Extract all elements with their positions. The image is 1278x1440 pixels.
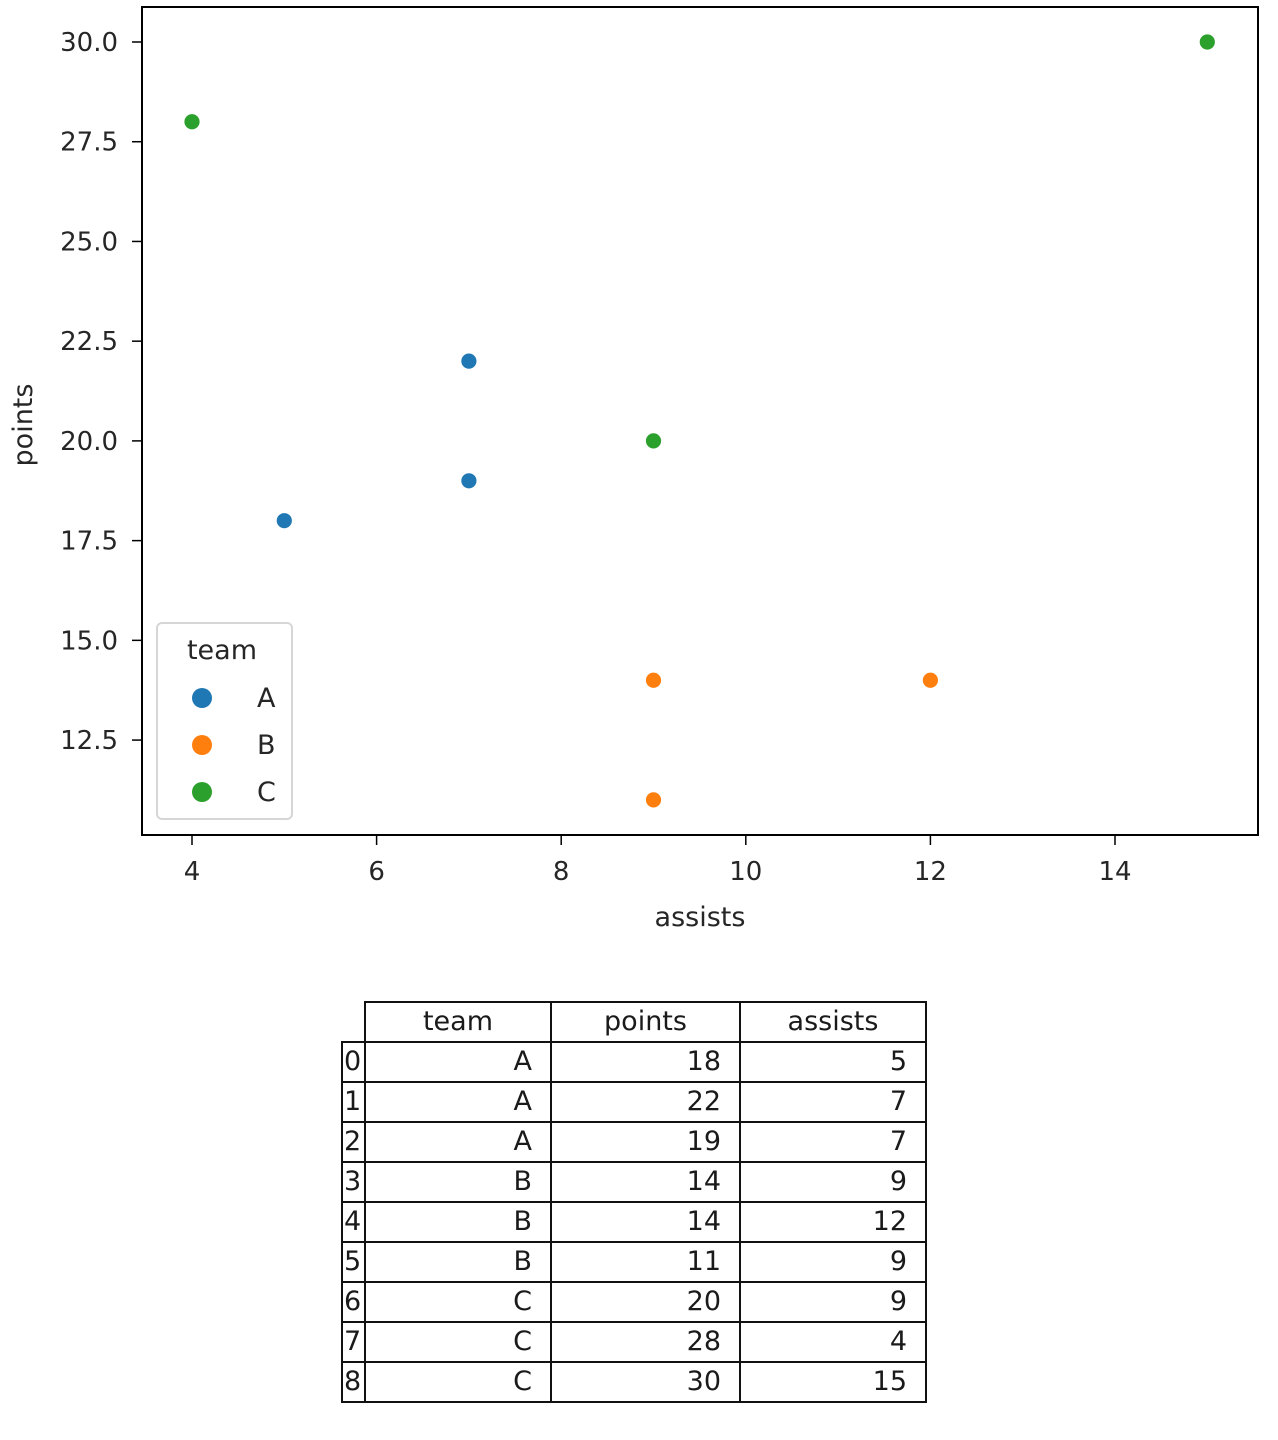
cell-assists: 7 bbox=[739, 1081, 927, 1123]
table-row: 5 B 11 9 bbox=[341, 1241, 927, 1283]
cell-points: 28 bbox=[550, 1321, 741, 1363]
cell-points: 22 bbox=[550, 1081, 741, 1123]
cell-team: A bbox=[364, 1121, 552, 1163]
legend-marker-icon bbox=[192, 735, 212, 755]
table-header-row: team points assists bbox=[342, 1001, 927, 1043]
cell-index: 6 bbox=[341, 1281, 366, 1323]
cell-team: A bbox=[364, 1041, 552, 1083]
legend-label: A bbox=[257, 683, 276, 714]
x-axis-label: assists bbox=[655, 902, 746, 933]
data-point-C bbox=[645, 432, 662, 450]
data-table: team points assists 0 A 18 5 1 A 22 7 2 A 19 7 3 B 14 9… bbox=[341, 1001, 927, 1403]
cell-index: 1 bbox=[341, 1081, 366, 1123]
data-points bbox=[183, 33, 1216, 809]
y-tick-label: 30.0 bbox=[60, 28, 118, 58]
cell-index: 8 bbox=[341, 1361, 366, 1403]
table-row: 2 A 19 7 bbox=[341, 1121, 927, 1163]
y-tick-label: 17.5 bbox=[60, 527, 118, 557]
column-header-team: team bbox=[364, 1001, 552, 1043]
cell-index: 4 bbox=[341, 1201, 366, 1243]
cell-index: 5 bbox=[341, 1241, 366, 1283]
table-row: 4 B 14 12 bbox=[341, 1201, 927, 1243]
scatter-chart: 4 6 8 10 12 14 12.5 15.0 17.5 20.0 22.5 25.0 27.5 30… bbox=[8, 6, 1259, 933]
cell-points: 14 bbox=[550, 1161, 741, 1203]
legend-marker-icon bbox=[192, 782, 212, 802]
data-point-C bbox=[183, 113, 201, 131]
cell-team: B bbox=[364, 1161, 552, 1203]
cell-assists: 9 bbox=[739, 1161, 927, 1203]
x-tick-label: 10 bbox=[729, 857, 762, 887]
y-tick-label: 15.0 bbox=[60, 626, 118, 656]
y-tick-label: 25.0 bbox=[60, 227, 118, 257]
cell-points: 14 bbox=[550, 1201, 741, 1243]
cell-assists: 5 bbox=[739, 1041, 927, 1083]
cell-index: 2 bbox=[341, 1121, 366, 1163]
cell-index: 3 bbox=[341, 1161, 366, 1203]
cell-team: C bbox=[364, 1361, 552, 1403]
table-row: 6 C 20 9 bbox=[341, 1281, 927, 1323]
y-tick-label: 12.5 bbox=[60, 726, 118, 756]
y-tick-label: 20.0 bbox=[60, 427, 118, 457]
data-point-B bbox=[645, 791, 662, 809]
table-corner bbox=[342, 1002, 365, 1042]
legend-marker-icon bbox=[192, 688, 212, 708]
cell-assists: 9 bbox=[739, 1281, 927, 1323]
y-axis-label: points bbox=[8, 384, 39, 467]
cell-points: 19 bbox=[550, 1121, 741, 1163]
table-row: 3 B 14 9 bbox=[341, 1161, 927, 1203]
cell-index: 7 bbox=[341, 1321, 366, 1363]
cell-assists: 9 bbox=[739, 1241, 927, 1283]
x-tick-label: 8 bbox=[553, 857, 570, 887]
table-row: 1 A 22 7 bbox=[341, 1081, 927, 1123]
plot-area bbox=[141, 6, 1259, 836]
column-header-points: points bbox=[550, 1001, 741, 1043]
x-tick-label: 4 bbox=[184, 857, 201, 887]
data-point-A bbox=[460, 472, 478, 490]
column-header-assists: assists bbox=[739, 1001, 927, 1043]
x-tick-label: 14 bbox=[1098, 857, 1131, 887]
x-axis-ticks: 4 6 8 10 12 14 bbox=[184, 835, 1132, 887]
data-point-C bbox=[1198, 33, 1216, 51]
y-axis-ticks: 12.5 15.0 17.5 20.0 22.5 25.0 27.5 30.0 bbox=[60, 28, 142, 756]
data-point-B bbox=[922, 671, 939, 689]
cell-assists: 4 bbox=[739, 1321, 927, 1363]
legend-label: B bbox=[257, 730, 276, 761]
cell-team: C bbox=[364, 1321, 552, 1363]
cell-team: A bbox=[364, 1081, 552, 1123]
cell-team: C bbox=[364, 1281, 552, 1323]
table-row: 0 A 18 5 bbox=[341, 1041, 927, 1083]
legend: team ABC bbox=[156, 622, 293, 820]
table-row: 8 C 30 15 bbox=[341, 1361, 927, 1403]
cell-points: 30 bbox=[550, 1361, 741, 1403]
x-tick-label: 6 bbox=[368, 857, 385, 887]
cell-assists: 7 bbox=[739, 1121, 927, 1163]
cell-index: 0 bbox=[341, 1041, 366, 1083]
cell-team: B bbox=[364, 1241, 552, 1283]
legend-label: C bbox=[257, 777, 276, 808]
cell-team: B bbox=[364, 1201, 552, 1243]
cell-points: 11 bbox=[550, 1241, 741, 1283]
data-point-A bbox=[460, 352, 478, 370]
y-tick-label: 27.5 bbox=[60, 128, 118, 158]
legend-title: team bbox=[187, 635, 257, 666]
y-tick-label: 22.5 bbox=[60, 327, 118, 357]
cell-points: 20 bbox=[550, 1281, 741, 1323]
x-tick-label: 12 bbox=[914, 857, 947, 887]
data-point-B bbox=[645, 671, 662, 689]
cell-assists: 15 bbox=[739, 1361, 927, 1403]
table-row: 7 C 28 4 bbox=[341, 1321, 927, 1363]
cell-assists: 12 bbox=[739, 1201, 927, 1243]
data-point-A bbox=[275, 512, 293, 530]
cell-points: 18 bbox=[550, 1041, 741, 1083]
